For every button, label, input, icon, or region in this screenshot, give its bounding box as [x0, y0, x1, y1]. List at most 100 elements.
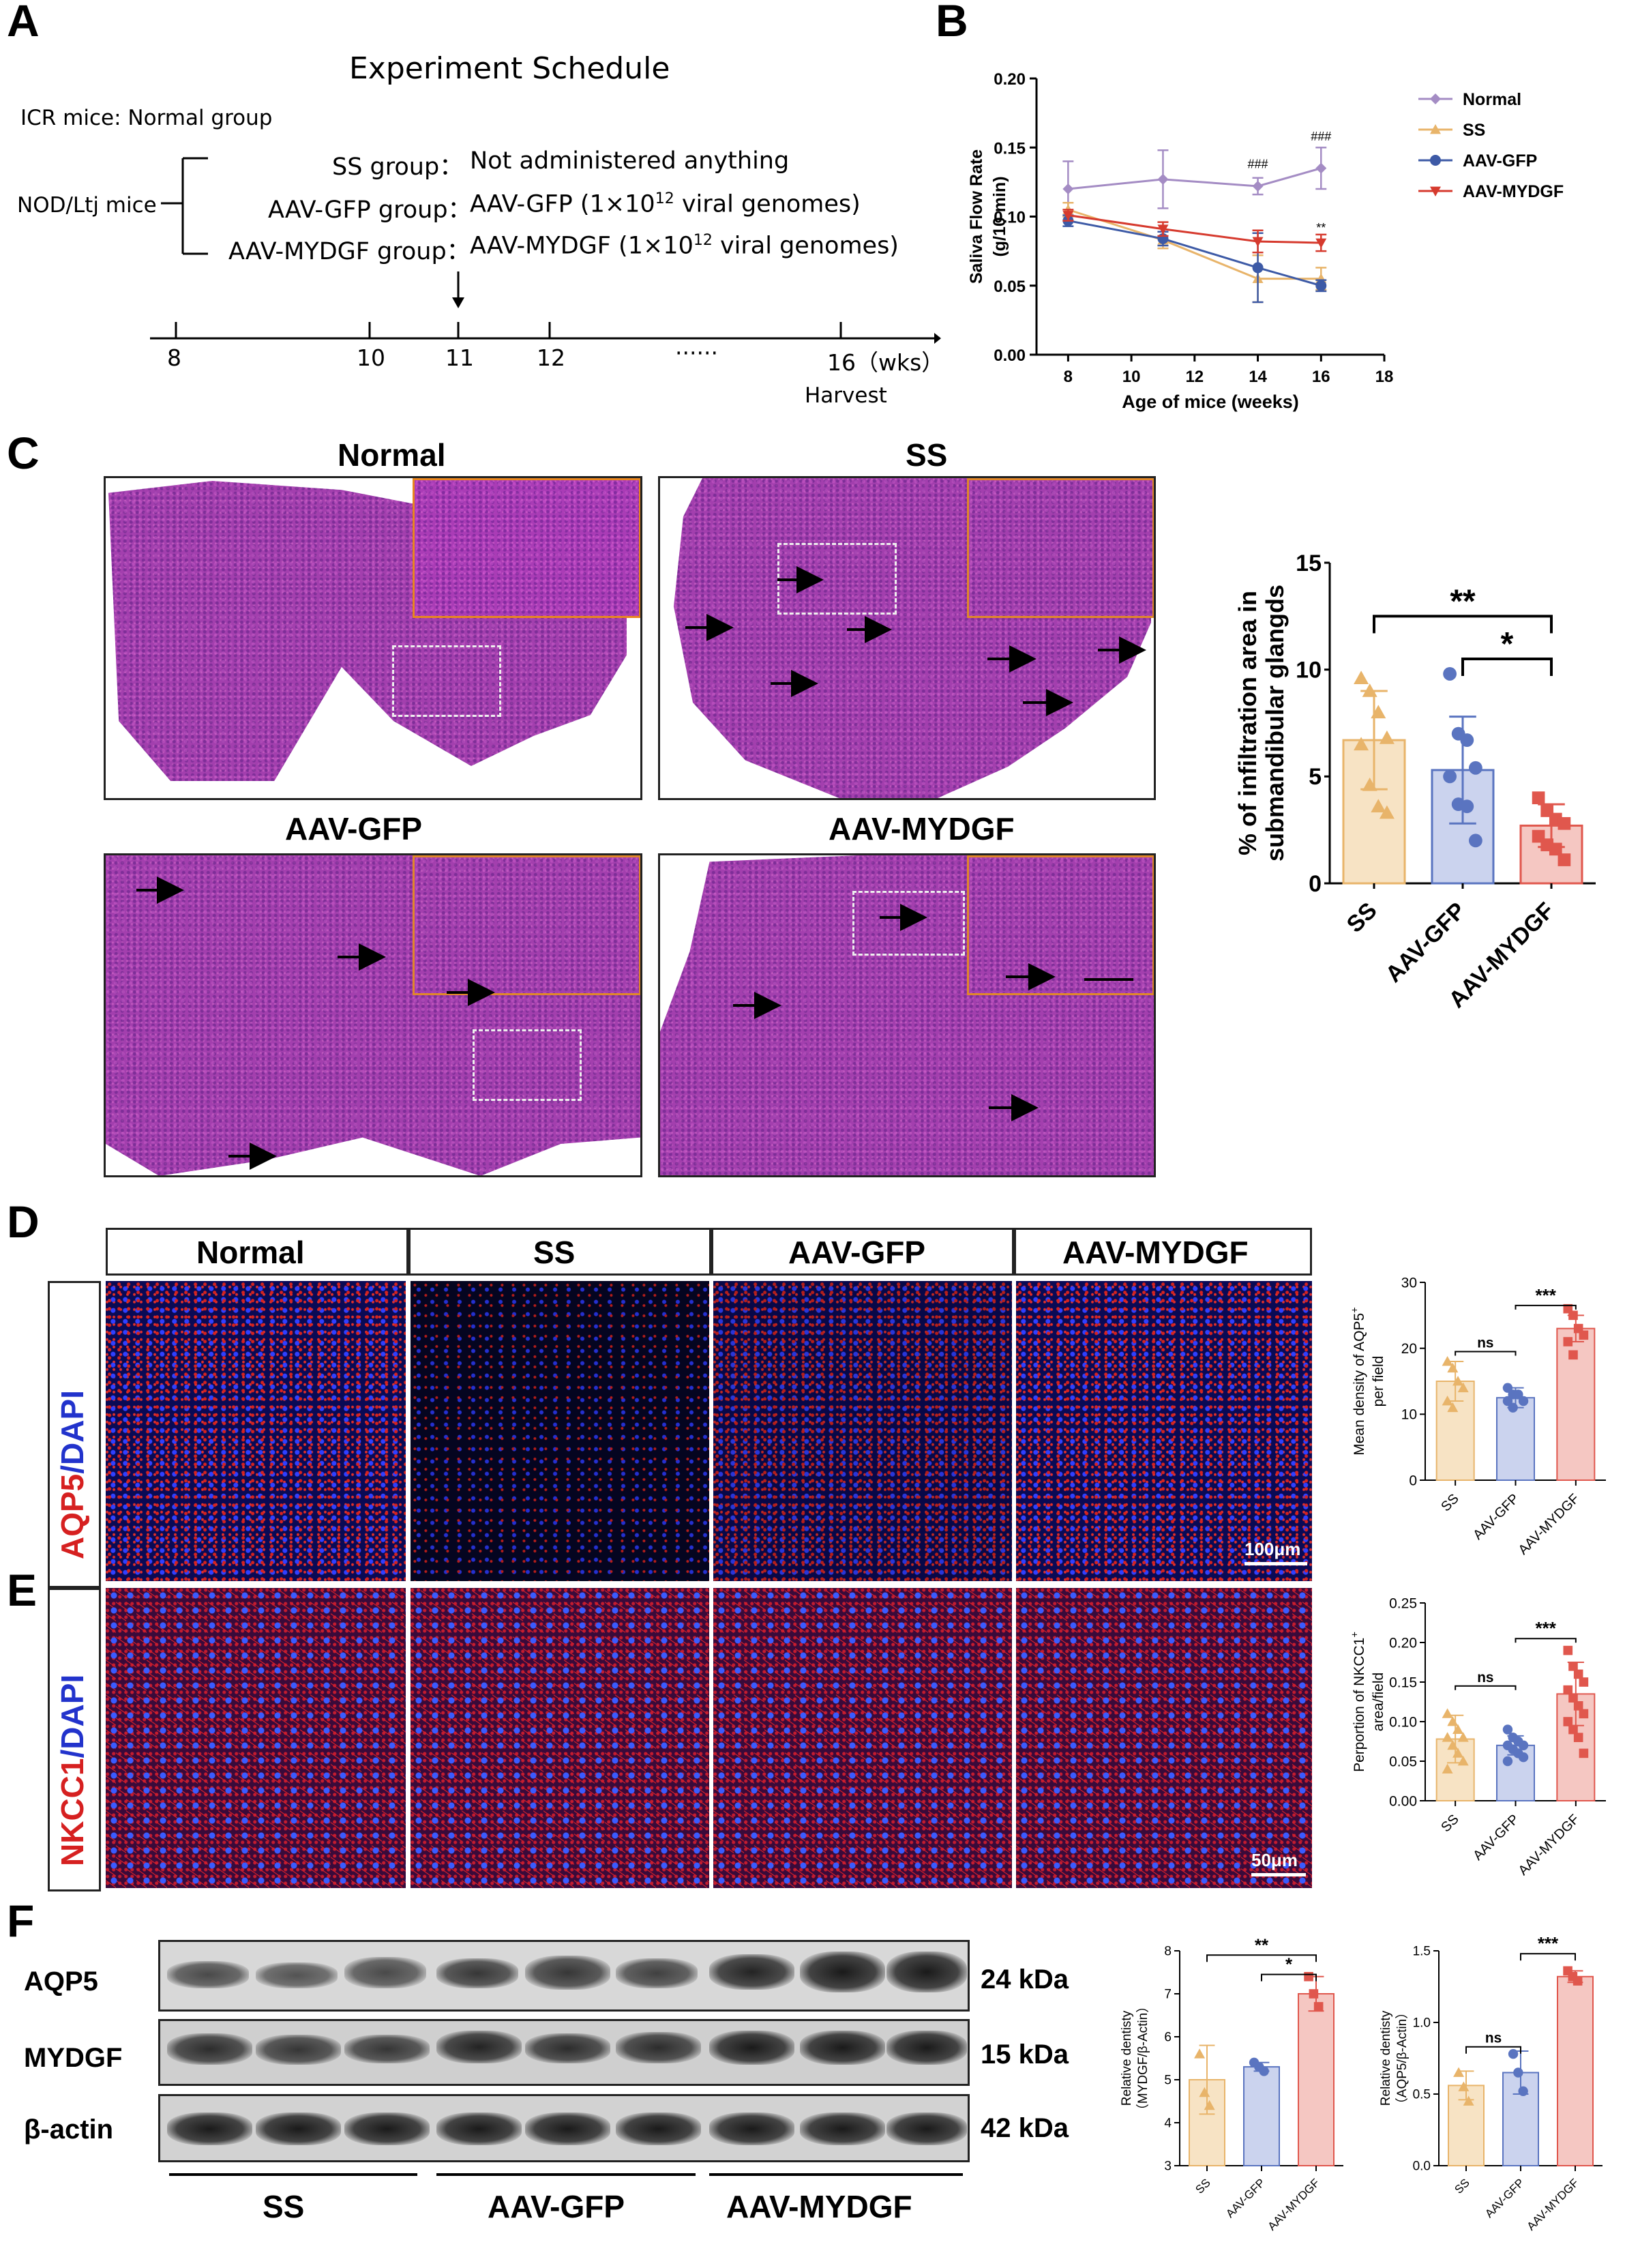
- data-point: [1568, 1662, 1578, 1671]
- bar: [1243, 2066, 1280, 2166]
- y-tick-label: 0.00: [994, 347, 1026, 365]
- y-tick-label: 3: [1164, 2160, 1172, 2174]
- wb-group-ss: SS: [263, 2189, 305, 2224]
- scale-bar: [1251, 1873, 1306, 1876]
- he-roi-box: [392, 645, 501, 717]
- y-axis-label: % of infiltration area in: [1234, 591, 1262, 855]
- wb-blot-mydgf: [158, 2019, 970, 2086]
- group-gfp-name: AAV-GFP group：: [268, 196, 472, 224]
- panel-label-e: E: [7, 1565, 38, 1615]
- data-point: [1568, 1310, 1578, 1321]
- data-point: [1513, 1389, 1523, 1400]
- data-point: [1518, 1740, 1529, 1750]
- significance-bracket: [1455, 1685, 1517, 1690]
- data-point: [1460, 733, 1474, 747]
- y-tick-label: 20: [1401, 1341, 1417, 1357]
- y-tick-label: 0.00: [1389, 1793, 1417, 1809]
- x-tick-label: 8: [1064, 368, 1073, 386]
- data-point: [1579, 1677, 1589, 1687]
- data-point: [1518, 1752, 1529, 1763]
- y-axis-label: （MYDGF/β-Actin）: [1135, 2000, 1150, 2117]
- fl-col-aav-mydgf: AAV-MYDGF: [1014, 1228, 1312, 1276]
- data-point: [1443, 667, 1457, 681]
- x-tick-label: AAV-GFP: [1223, 2176, 1268, 2220]
- aqp5-wb-density-chart: 0.0 0.5 1.0 1.5 Relative dentisty （AQP5/β-Act…: [1379, 1933, 1602, 2233]
- bar-group: [1298, 1972, 1335, 2166]
- y-tick-label: 0: [1409, 1473, 1417, 1488]
- x-tick-label: AAV-MYDGF: [1516, 1491, 1583, 1555]
- he-image-aav-mydgf: [658, 853, 1156, 1177]
- y-tick-label: 0.10: [994, 209, 1026, 227]
- data-point: [1453, 2067, 1465, 2077]
- y-axis-label: Perportion of NKCC1+: [1350, 1632, 1367, 1772]
- schedule-lines: [150, 157, 941, 344]
- fluor-aqp5-ss: [411, 1281, 709, 1581]
- tick-10: 10: [357, 344, 385, 371]
- significance-label: ***: [1535, 1285, 1556, 1306]
- y-axis-label: area/field: [1371, 1673, 1386, 1731]
- data-point: [1252, 262, 1264, 274]
- bar-group: [1496, 1724, 1535, 1801]
- panel-label-a: A: [7, 0, 40, 46]
- bar-group: [1189, 2044, 1225, 2166]
- y-axis-label: Relative dentisty: [1120, 2010, 1134, 2106]
- he-title-aav-gfp: AAV-GFP: [285, 811, 423, 846]
- x-axis-label: Age of mice (weeks): [1122, 392, 1299, 412]
- bar-group: [1435, 1356, 1475, 1481]
- data-point: [1442, 1732, 1453, 1742]
- data-point: [1563, 1685, 1573, 1695]
- series-line: [1068, 220, 1322, 287]
- icr-label: ICR mice: Normal group: [20, 106, 273, 130]
- significance-annotation: **: [1316, 221, 1326, 235]
- group-mydgf-desc: AAV-MYDGF (1×1012 viral genomes): [470, 232, 899, 260]
- y-tick-label: 6: [1164, 2031, 1172, 2045]
- x-tick-label: AAV-MYDGF: [1265, 2176, 1322, 2233]
- significance-label: ns: [1477, 1670, 1493, 1685]
- data-point: [1457, 1756, 1469, 1766]
- x-tick-label: AAV-MYDGF: [1516, 1812, 1583, 1876]
- wb-size-bactin: 42 kDa: [981, 2113, 1069, 2143]
- he-title-ss: SS: [906, 437, 948, 473]
- y-tick-label: 0.20: [994, 70, 1026, 89]
- data-point: [1062, 211, 1074, 221]
- data-point: [1513, 2067, 1523, 2078]
- significance-label: ***: [1538, 1933, 1559, 1954]
- fl-col-ss: SS: [408, 1228, 711, 1276]
- y-tick-label: 0.05: [1389, 1754, 1417, 1769]
- data-point: [1362, 683, 1377, 697]
- x-tick-label: AAV-MYDGF: [1524, 2176, 1581, 2233]
- data-point: [1457, 1732, 1469, 1742]
- data-point: [1442, 1708, 1453, 1718]
- data-point: [1442, 1396, 1453, 1406]
- nod-label: NOD/Ltj mice: [17, 193, 157, 218]
- data-point: [1442, 1763, 1453, 1773]
- harvest-label: Harvest: [805, 383, 887, 408]
- data-point: [1204, 2100, 1215, 2110]
- fl-col-normal: Normal: [106, 1228, 408, 1276]
- y-tick-label: 5: [1164, 2074, 1172, 2088]
- y-tick-label: 1.0: [1413, 2016, 1431, 2031]
- y-tick-label: 0.0: [1413, 2160, 1431, 2174]
- x-tick-label: AAV-GFP: [1470, 1812, 1522, 1864]
- nkcc1-area-chart: 0.00 0.05 0.10 0.15 0.20 0.25 Perportion of NK…: [1350, 1595, 1606, 1876]
- data-point: [1502, 1383, 1513, 1393]
- he-image-aav-gfp: [104, 853, 642, 1177]
- y-tick-label: 4: [1164, 2117, 1172, 2131]
- data-point: [1573, 1733, 1583, 1742]
- group-gfp-desc: AAV-GFP (1×1012 viral genomes): [470, 190, 861, 218]
- infiltration-bar-chart: 0 5 10 15 % of infiltration area in submandib…: [1234, 550, 1596, 1013]
- he-arrows: [136, 566, 1146, 1170]
- group-ss-name: SS group：: [332, 153, 464, 181]
- series-line: [1068, 167, 1322, 190]
- data-point: [1469, 761, 1482, 775]
- data-point: [1452, 1748, 1464, 1758]
- bar-group: [1435, 1708, 1475, 1802]
- data-point: [1443, 769, 1457, 784]
- data-point: [1463, 2095, 1474, 2106]
- wb-label-bactin: β-actin: [24, 2115, 114, 2145]
- significance-label: ns: [1477, 1336, 1493, 1351]
- data-point: [1252, 237, 1264, 247]
- y-tick-label: 0.25: [1389, 1595, 1417, 1611]
- data-point: [1502, 1724, 1513, 1735]
- legend-label: AAV-MYDGF: [1463, 182, 1564, 201]
